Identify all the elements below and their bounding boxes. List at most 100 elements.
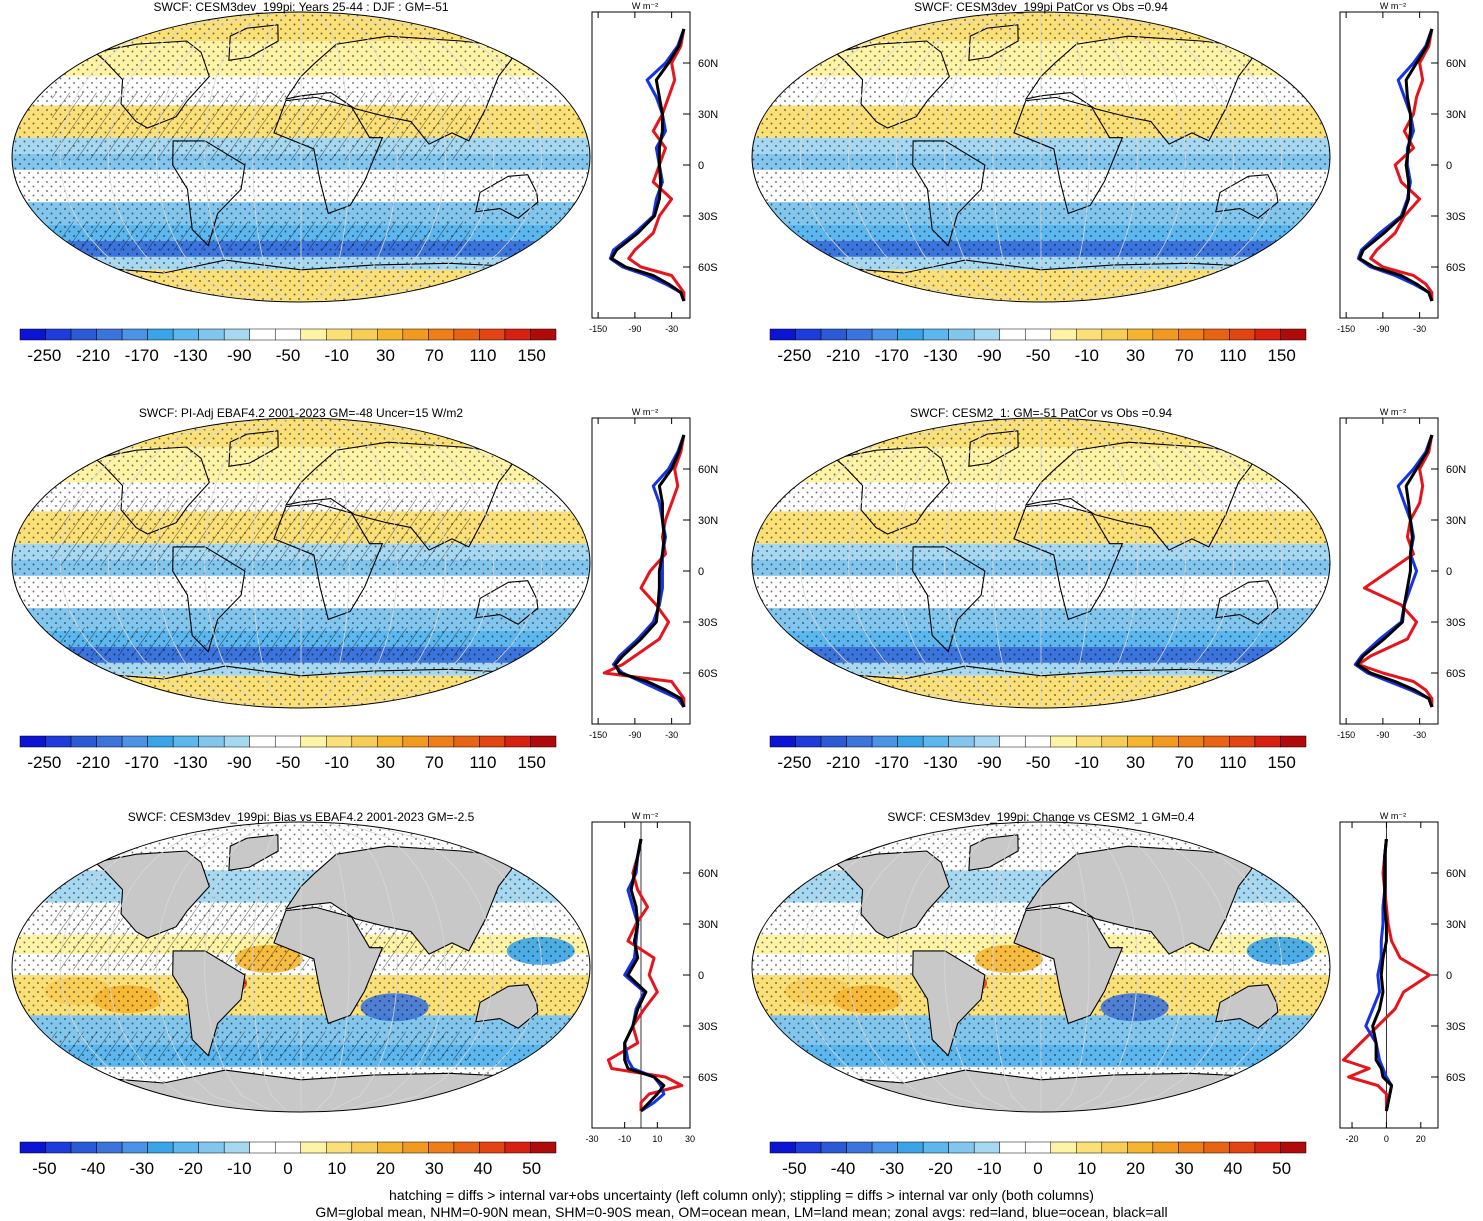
colorbar-tick-label: 10 bbox=[327, 1159, 346, 1178]
colorbar-swatch bbox=[453, 735, 480, 748]
profile-y-tick-label: 30N bbox=[698, 919, 718, 931]
colorbar-swatch bbox=[999, 1141, 1026, 1154]
profile-x-tick-label: 0 bbox=[1384, 1134, 1389, 1144]
meridian bbox=[354, 418, 495, 708]
meridian bbox=[847, 822, 988, 1112]
meridian bbox=[1081, 418, 1186, 708]
continent-outline bbox=[1013, 96, 1124, 215]
colorbar-tick-label: 30 bbox=[1126, 346, 1145, 365]
profile-x-tick-label: -90 bbox=[628, 730, 641, 740]
continent-outline bbox=[968, 834, 1019, 871]
colorbar-swatch bbox=[249, 735, 276, 748]
colorbar-swatch bbox=[249, 328, 276, 341]
colorbar-tick-label: -130 bbox=[174, 753, 208, 772]
colorbar-tick-label: -90 bbox=[977, 346, 1002, 365]
colorbar-tick-label: -20 bbox=[178, 1159, 203, 1178]
colorbar-swatch bbox=[172, 735, 199, 748]
colorbar-tick-label: -210 bbox=[76, 753, 110, 772]
hatching bbox=[52, 1031, 470, 1061]
colorbar-swatch bbox=[897, 328, 924, 341]
profile-y-tick-label: 30N bbox=[1446, 515, 1466, 527]
colorbar-swatch bbox=[223, 735, 250, 748]
footnote-line-1: hatching = diffs > internal var+obs unce… bbox=[389, 1187, 1094, 1203]
colorbar-tick-label: -10 bbox=[227, 1159, 252, 1178]
meridian bbox=[847, 12, 988, 302]
profile-y-tick-label: 60N bbox=[698, 464, 718, 476]
colorbar-swatch bbox=[973, 735, 1000, 748]
profile-x-tick-label: -10 bbox=[618, 1134, 631, 1144]
colorbar-tick-label: 70 bbox=[425, 753, 444, 772]
colorbar-tick-label: 40 bbox=[473, 1159, 492, 1178]
colorbar-swatch bbox=[1254, 328, 1281, 341]
continent-outline bbox=[1013, 502, 1124, 621]
colorbar-swatch bbox=[351, 328, 378, 341]
map-border bbox=[11, 821, 591, 1113]
colorbar-swatch bbox=[820, 735, 847, 748]
colorbar-tick-label: 30 bbox=[1126, 753, 1145, 772]
profile-x-tick-label: -90 bbox=[1376, 324, 1389, 334]
profile-y-tick-label: 30N bbox=[1446, 109, 1466, 121]
profile-x-tick-label: 20 bbox=[1416, 1134, 1426, 1144]
continent-outline bbox=[83, 665, 519, 708]
meridian bbox=[368, 822, 543, 1112]
colorbar-swatch bbox=[45, 1141, 72, 1154]
colorbar-swatch bbox=[326, 1141, 353, 1154]
meridian bbox=[107, 12, 248, 302]
meridian bbox=[992, 822, 1028, 1112]
colorbar-swatch bbox=[999, 328, 1026, 341]
colorbar-swatch bbox=[147, 328, 174, 341]
colorbar-tick-label: -250 bbox=[27, 753, 61, 772]
colorbar-tick-label: -130 bbox=[924, 346, 958, 365]
profile-x-tick-label: -150 bbox=[589, 730, 607, 740]
meridian bbox=[354, 12, 495, 302]
colorbar-swatch bbox=[326, 735, 353, 748]
zonal-profile-3: W m⁻² -150 -90 -30 60N 30N 0 30S 60S bbox=[589, 407, 718, 740]
colorbar-swatch bbox=[453, 328, 480, 341]
colorbar-tick-label: 40 bbox=[1223, 1159, 1242, 1178]
colorbar-swatch bbox=[1050, 328, 1077, 341]
colorbar-swatch bbox=[1076, 328, 1103, 341]
continent-outline bbox=[968, 24, 1019, 61]
profile-unit-label: W m⁻² bbox=[632, 811, 658, 821]
colorbar-swatch bbox=[1127, 735, 1154, 748]
zonal-profile-5: W m⁻² -30 -10 10 30 60N 30N 0 30S 60S bbox=[585, 811, 718, 1144]
colorbar-swatch bbox=[70, 1141, 97, 1154]
colorbar-swatch bbox=[973, 1141, 1000, 1154]
colorbar-tick-label: -50 bbox=[1026, 753, 1051, 772]
profile-line-ocean bbox=[1353, 434, 1434, 708]
colorbar-tick-label: -90 bbox=[227, 346, 252, 365]
colorbar-swatch bbox=[1254, 1141, 1281, 1154]
colorbar-swatch bbox=[871, 1141, 898, 1154]
colorbar-swatch bbox=[871, 735, 898, 748]
colorbar-swatch bbox=[871, 328, 898, 341]
colorbar-tick-label: 0 bbox=[1033, 1159, 1042, 1178]
colorbar-swatch bbox=[1127, 328, 1154, 341]
continent-outline bbox=[93, 40, 210, 129]
colorbar-tick-label: -250 bbox=[777, 753, 811, 772]
meridian bbox=[368, 418, 543, 708]
meridian bbox=[327, 418, 398, 708]
colorbar-tick-label: 110 bbox=[1219, 346, 1246, 365]
profile-unit-label: W m⁻² bbox=[632, 407, 658, 417]
profile-line-land bbox=[602, 434, 686, 707]
colorbar-swatch bbox=[249, 1141, 276, 1154]
continent-outline bbox=[833, 446, 950, 535]
world-map-3 bbox=[11, 417, 591, 709]
meridian bbox=[314, 12, 350, 302]
colorbar-swatch bbox=[846, 328, 873, 341]
meridian bbox=[252, 822, 288, 1112]
panel-title-4: SWCF: CESM2_1: GM=-51 PatCor vs Obs =0.9… bbox=[910, 406, 1172, 420]
colorbar-swatch bbox=[351, 735, 378, 748]
colorbar-swatch bbox=[300, 328, 327, 341]
colorbar-tick-label: 110 bbox=[1219, 753, 1246, 772]
colorbar-swatch bbox=[428, 1141, 455, 1154]
panel-title-3: SWCF: PI-Adj EBAF4.2 2001-2023 GM=-48 Un… bbox=[139, 406, 463, 420]
meridian bbox=[1054, 418, 1090, 708]
colorbar-swatch bbox=[922, 735, 949, 748]
profile-y-tick-label: 60S bbox=[1446, 262, 1466, 274]
continent-outline bbox=[912, 950, 986, 1057]
colorbar-3: -250 -210 -170 -130 -90 -50 -10 30 70 110 150 bbox=[19, 735, 557, 772]
colorbar-tick-label: -210 bbox=[76, 346, 110, 365]
meridian bbox=[314, 418, 350, 708]
colorbar-tick-label: -40 bbox=[831, 1159, 856, 1178]
